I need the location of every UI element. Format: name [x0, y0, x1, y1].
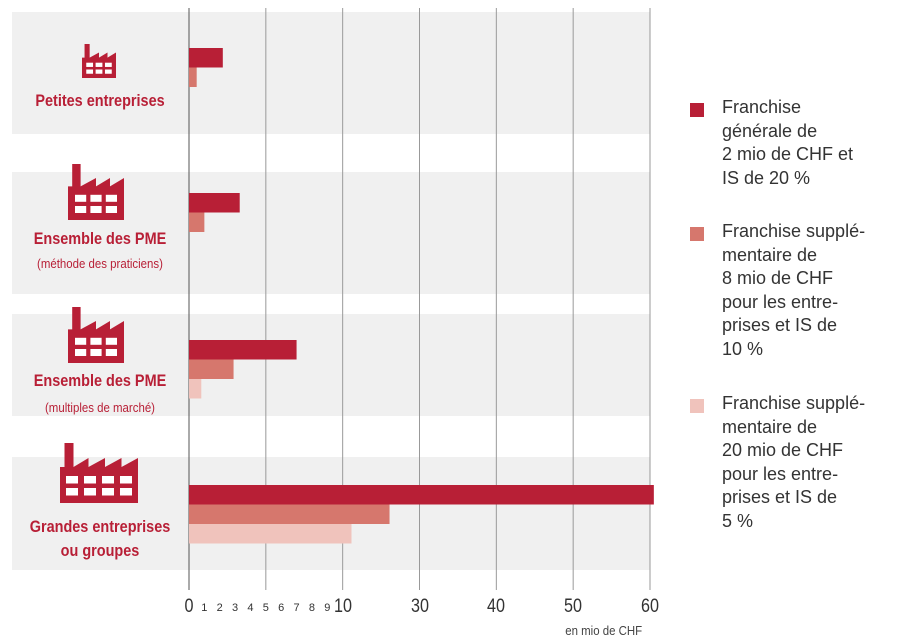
legend-swatch [690, 103, 704, 117]
x-minor-tick-label: 5 [262, 602, 269, 614]
category-note: (méthode des praticiens) [37, 256, 163, 271]
x-tick-label: 50 [564, 596, 583, 617]
x-minor-tick-label: 6 [278, 602, 285, 614]
category-note: (multiples de marché) [45, 400, 156, 415]
x-tick-label: 0 [184, 596, 194, 617]
legend-swatch [690, 227, 704, 241]
x-minor-tick-label: 7 [293, 602, 300, 614]
factory-icon [60, 443, 138, 503]
x-minor-tick-label: 8 [308, 602, 315, 614]
bar [189, 193, 240, 213]
x-tick-label: 60 [641, 596, 659, 617]
x-minor-tick-label: 2 [216, 602, 223, 614]
bar [189, 67, 197, 87]
bar [189, 379, 202, 399]
category-label: Ensemble des PME [33, 229, 167, 248]
bar [189, 524, 352, 544]
x-minor-tick-label: 3 [232, 602, 239, 614]
legend-label: Franchise générale de 2 mio de CHF et IS… [722, 97, 854, 188]
x-tick-label: 10 [333, 596, 352, 617]
x-minor-tick-label: 1 [201, 602, 208, 614]
bar [189, 359, 234, 379]
x-axis-label: en mio de CHF [565, 623, 643, 638]
x-tick-label: 40 [487, 596, 506, 617]
legend-label: Franchise supplé- mentaire de 8 mio de C… [722, 221, 866, 359]
category-label: Grandes entreprises ou groupes [29, 517, 171, 560]
category-label: Ensemble des PME [33, 371, 167, 390]
x-tick-label: 30 [410, 596, 429, 617]
bar [189, 340, 297, 360]
x-minor-tick-label: 4 [247, 602, 254, 614]
bar [189, 48, 223, 68]
legend-label: Franchise supplé- mentaire de 20 mio de … [722, 393, 866, 531]
band [12, 12, 650, 134]
bar [189, 504, 390, 524]
bar [189, 212, 205, 232]
category-label: Petites entreprises [35, 91, 165, 110]
legend-swatch [690, 399, 704, 413]
bar [189, 485, 654, 505]
x-minor-tick-label: 9 [324, 602, 331, 614]
